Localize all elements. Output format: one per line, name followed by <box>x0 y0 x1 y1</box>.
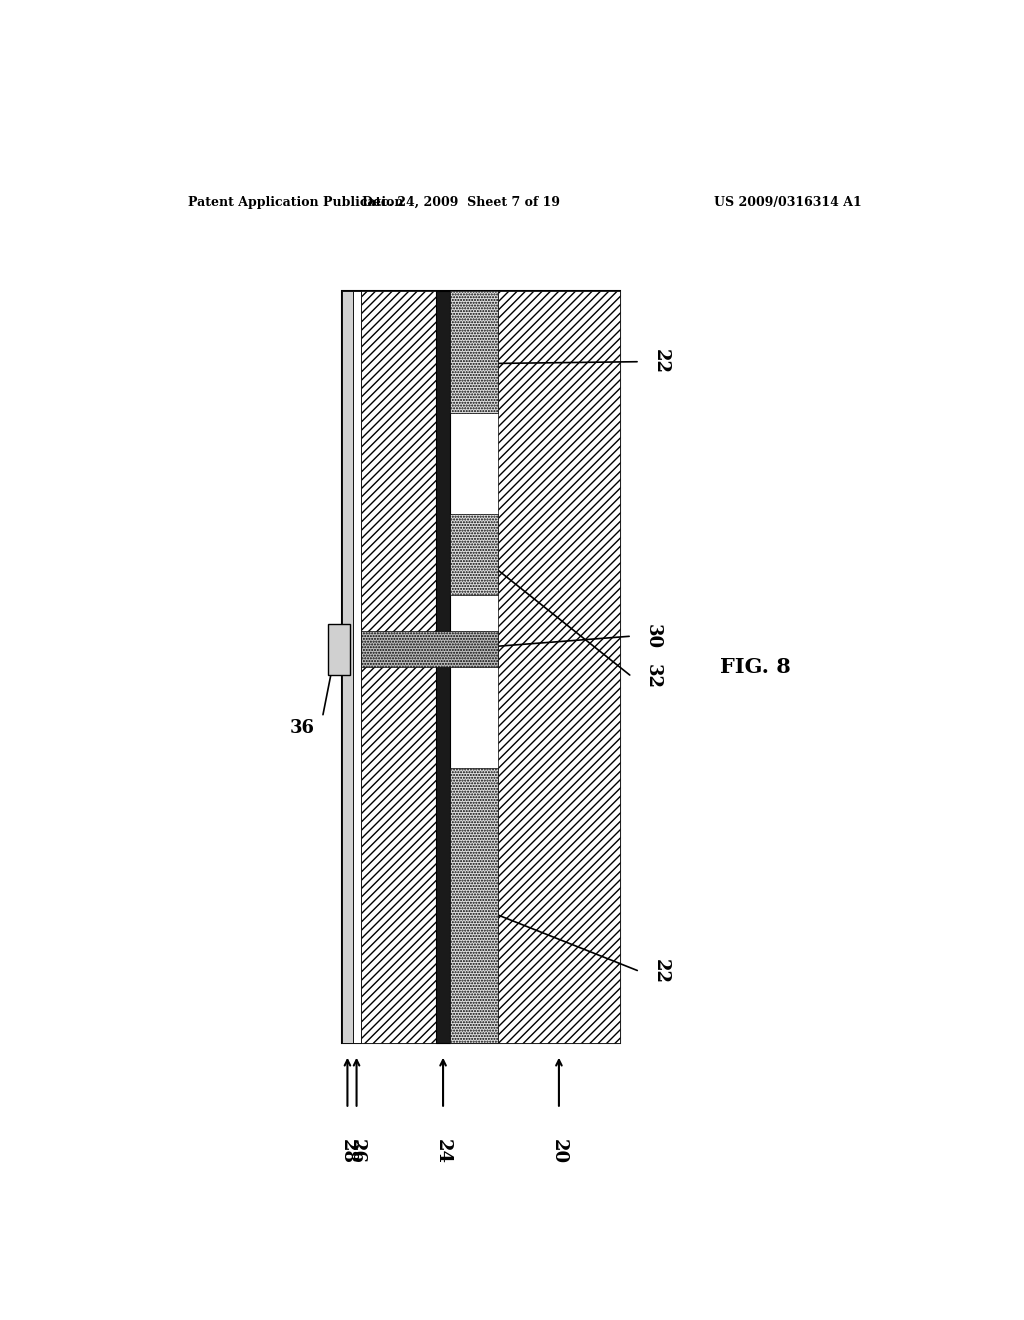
Bar <box>342 290 352 1043</box>
Text: 24: 24 <box>434 1139 452 1164</box>
Text: Patent Application Publication: Patent Application Publication <box>187 195 403 209</box>
Text: 28: 28 <box>338 1139 356 1164</box>
Text: 26: 26 <box>347 1139 366 1164</box>
Bar <box>342 290 621 1043</box>
Bar <box>360 290 436 1043</box>
Text: 22: 22 <box>652 350 670 374</box>
Text: 30: 30 <box>644 623 662 648</box>
Text: FIG. 8: FIG. 8 <box>720 656 791 677</box>
Bar <box>451 515 498 595</box>
Bar <box>360 631 498 667</box>
Text: US 2009/0316314 A1: US 2009/0316314 A1 <box>715 195 862 209</box>
Text: 32: 32 <box>644 664 662 689</box>
Text: 20: 20 <box>550 1139 568 1164</box>
Bar <box>451 290 498 412</box>
Bar <box>352 290 360 1043</box>
Text: 22: 22 <box>652 960 670 983</box>
Bar <box>498 290 621 1043</box>
Text: 36: 36 <box>290 718 315 737</box>
Bar <box>451 768 498 1043</box>
Bar <box>436 290 451 1043</box>
Text: Dec. 24, 2009  Sheet 7 of 19: Dec. 24, 2009 Sheet 7 of 19 <box>362 195 560 209</box>
Bar <box>451 290 498 1043</box>
Bar <box>328 624 350 675</box>
